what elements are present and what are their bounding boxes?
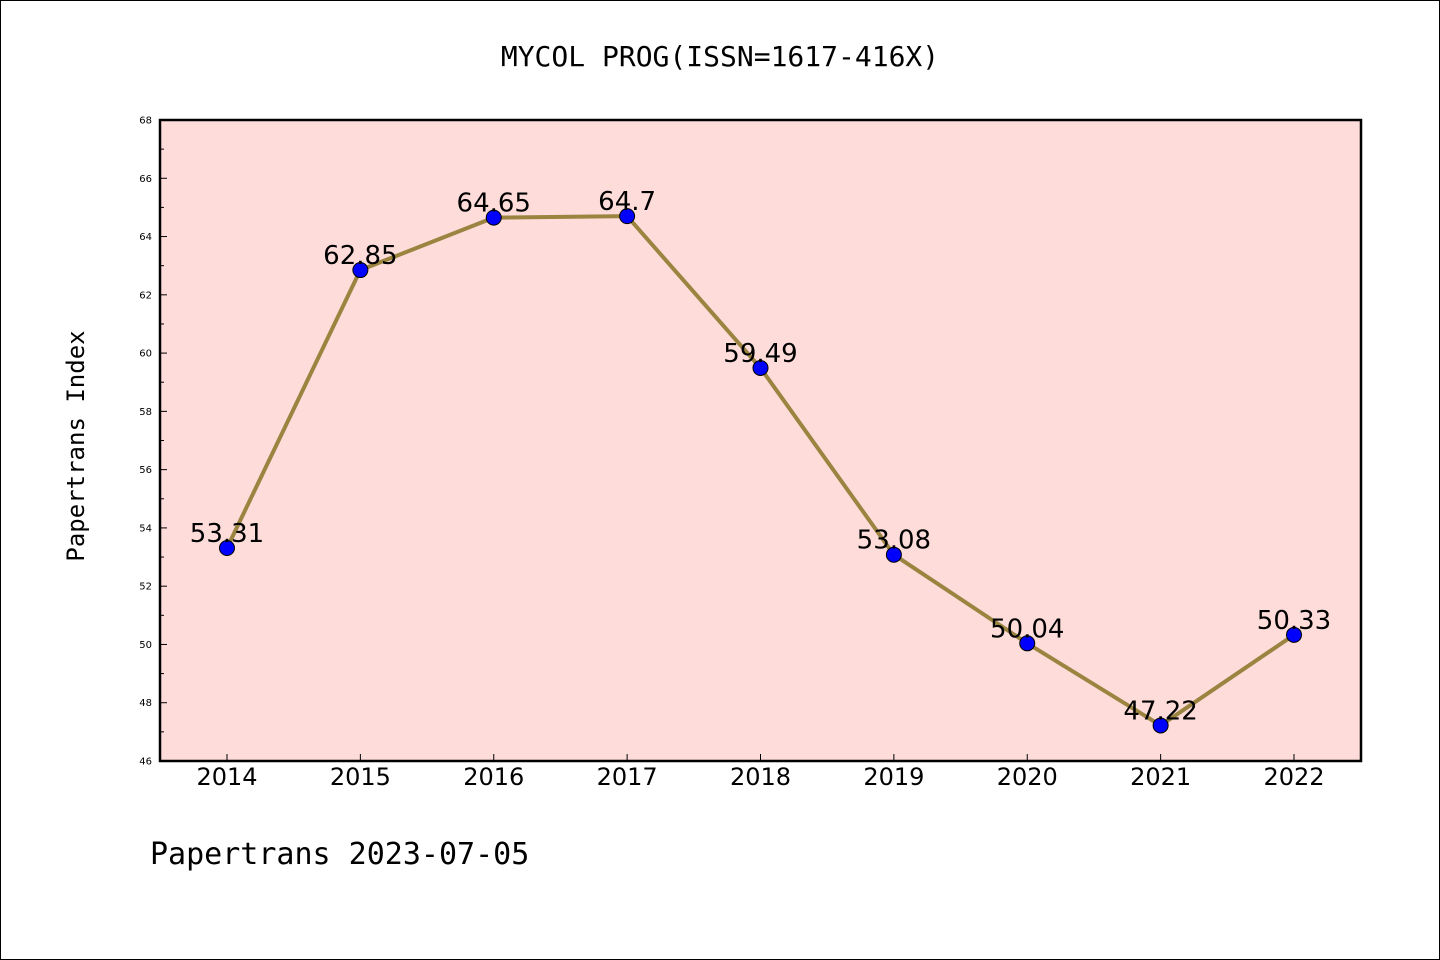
data-label: 50.04	[990, 614, 1064, 644]
y-tick-label: 66	[139, 174, 152, 185]
chart-title: MYCOL PROG(ISSN=1617-416X)	[501, 40, 939, 73]
y-tick-label: 64	[139, 232, 152, 243]
series-layer: 53.31 62.85 64.65 64.7 59.49 53.08 50.04 47.22 5…	[190, 187, 1331, 734]
y-tick-label: 68	[139, 116, 152, 127]
x-tick-label: 2021	[1130, 763, 1191, 791]
data-point	[885, 546, 902, 563]
x-tick-label: 2022	[1263, 763, 1324, 791]
y-tick-label: 50	[139, 640, 152, 651]
x-tick-label: 2017	[597, 763, 658, 791]
data-point	[1019, 635, 1036, 652]
x-tick-label: 2019	[863, 763, 924, 791]
data-point	[752, 359, 769, 376]
footer-date: Papertrans 2023-07-05	[150, 837, 529, 872]
y-tick-label: 54	[139, 523, 152, 534]
y-tick-label: 58	[139, 407, 152, 418]
y-axis: 46 48 50 52 54 56 58 60 62 64 66 68	[139, 116, 167, 768]
y-tick-label: 56	[139, 465, 152, 476]
x-tick-label: 2016	[463, 763, 524, 791]
x-tick-label: 2020	[997, 763, 1058, 791]
x-tick-label: 2018	[730, 763, 791, 791]
x-tick-label: 2015	[330, 763, 391, 791]
data-point	[352, 262, 369, 279]
y-tick-label: 52	[139, 582, 152, 593]
data-label: 50.33	[1257, 606, 1331, 636]
plot-border	[158, 118, 1363, 763]
x-axis: 2014 2015 2016 2017 2018 2019 2020 2021 2022	[196, 754, 1325, 791]
data-label: 53.31	[190, 519, 264, 549]
data-label: 64.7	[598, 187, 656, 217]
data-label: 62.85	[323, 241, 397, 271]
y-tick-label: 62	[139, 290, 152, 301]
data-label: 47.22	[1123, 696, 1197, 726]
data-point	[1286, 626, 1302, 643]
y-tick-label: 60	[139, 349, 152, 360]
y-tick-label: 48	[139, 698, 152, 709]
x-tick-label: 2014	[196, 763, 257, 791]
y-tick-label: 46	[139, 757, 152, 768]
data-point	[619, 208, 636, 225]
data-label: 53.08	[857, 526, 931, 556]
y-axis-label: Papertrans Index	[62, 330, 90, 561]
data-point	[219, 540, 235, 557]
data-point	[1152, 717, 1169, 734]
plot-area	[160, 120, 1361, 761]
data-label: 64.65	[457, 189, 531, 219]
data-point	[485, 209, 502, 226]
data-label: 59.49	[723, 339, 797, 369]
